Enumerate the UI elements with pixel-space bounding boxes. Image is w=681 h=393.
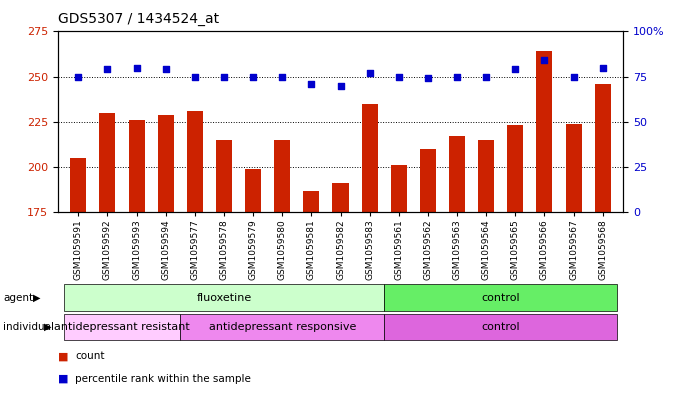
Text: fluoxetine: fluoxetine	[196, 293, 251, 303]
Point	[219, 73, 229, 80]
Bar	[384, 285, 617, 311]
Point	[539, 57, 550, 64]
Bar	[449, 136, 465, 212]
Point	[364, 70, 375, 76]
Point	[568, 73, 579, 80]
Point	[189, 73, 200, 80]
Text: percentile rank within the sample: percentile rank within the sample	[75, 374, 251, 384]
Text: GDS5307 / 1434524_at: GDS5307 / 1434524_at	[58, 12, 219, 26]
Bar	[537, 51, 552, 212]
Text: control: control	[481, 293, 520, 303]
Text: ■: ■	[58, 374, 72, 384]
Point	[248, 73, 259, 80]
Point	[306, 81, 317, 87]
Bar	[245, 169, 261, 212]
Point	[510, 66, 521, 73]
Bar	[420, 149, 436, 212]
Point	[131, 64, 142, 71]
Bar	[64, 285, 384, 311]
Bar	[99, 113, 115, 212]
Point	[452, 73, 462, 80]
Point	[335, 83, 346, 89]
Text: agent: agent	[3, 293, 33, 303]
Bar	[332, 183, 349, 212]
Text: antidepressant resistant: antidepressant resistant	[54, 322, 190, 332]
Bar	[274, 140, 290, 212]
Point	[481, 73, 492, 80]
Text: ▶: ▶	[33, 293, 40, 303]
Text: antidepressant responsive: antidepressant responsive	[208, 322, 356, 332]
Bar	[478, 140, 494, 212]
Bar	[391, 165, 407, 212]
Point	[102, 66, 113, 73]
Bar	[362, 104, 378, 212]
Bar	[187, 111, 203, 212]
Bar	[384, 314, 617, 340]
Text: ■: ■	[58, 351, 72, 361]
Text: ▶: ▶	[44, 322, 52, 332]
Bar	[507, 125, 523, 212]
Bar	[595, 84, 611, 212]
Text: control: control	[481, 322, 520, 332]
Point	[276, 73, 287, 80]
Point	[73, 73, 84, 80]
Bar	[303, 191, 319, 212]
Point	[394, 73, 405, 80]
Bar	[216, 140, 232, 212]
Bar	[129, 120, 144, 212]
Bar	[64, 314, 180, 340]
Bar	[566, 124, 582, 212]
Text: individual: individual	[3, 322, 54, 332]
Point	[160, 66, 171, 73]
Text: count: count	[75, 351, 104, 361]
Bar	[158, 115, 174, 212]
Point	[422, 75, 433, 82]
Bar	[70, 158, 86, 212]
Bar	[180, 314, 384, 340]
Point	[597, 64, 608, 71]
